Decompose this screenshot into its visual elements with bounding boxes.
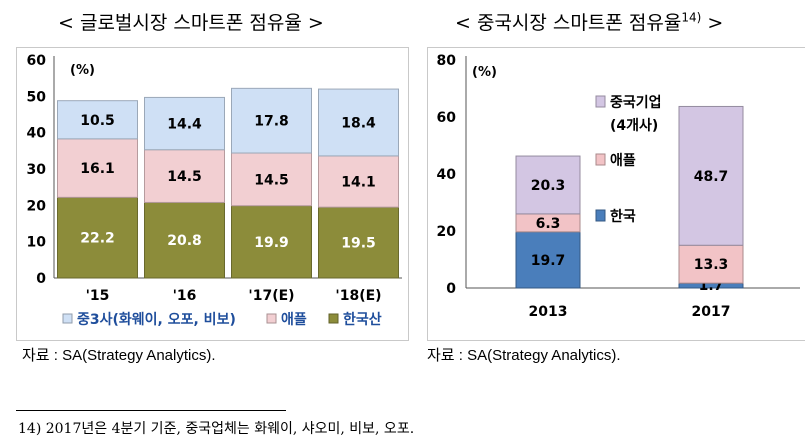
- legend-swatch: [595, 153, 606, 166]
- legend-swatch: [595, 209, 606, 222]
- y-tick-label: 40: [27, 126, 47, 142]
- bar-segment: [231, 87, 312, 154]
- bar-segment: [57, 100, 138, 140]
- x-tick-label: '16: [173, 288, 197, 304]
- legend-swatch: [62, 313, 73, 324]
- data-label: 13.3: [694, 257, 729, 273]
- data-label: 19.7: [531, 253, 566, 269]
- unit-label: (%): [472, 65, 497, 80]
- bar-segment: [231, 205, 312, 279]
- footnote-divider: [16, 410, 286, 411]
- legend-swatch: [328, 313, 339, 324]
- x-tick-label: '17(E): [248, 288, 294, 304]
- y-tick-label: 50: [27, 89, 47, 105]
- right-chart-title-text: < 중국시장 스마트폰 점유율: [455, 12, 682, 34]
- china-share-chart: 020406080(%)19.76.320.320131.713.348.720…: [437, 53, 800, 320]
- legend-label: 한국산: [343, 311, 382, 328]
- bar-segment: [515, 155, 581, 215]
- bar-segment: [318, 155, 399, 208]
- data-label: 10.5: [80, 113, 115, 129]
- data-label: 19.9: [254, 235, 289, 251]
- bar-segment: [144, 96, 225, 151]
- bar-segment: [144, 201, 225, 279]
- y-tick-label: 0: [36, 271, 46, 287]
- bar-segment: [231, 152, 312, 207]
- legend-label: 중국기업: [610, 95, 662, 111]
- data-label: 20.8: [167, 233, 202, 249]
- left-chart-title: < 글로벌시장 스마트폰 점유율 >: [58, 12, 324, 34]
- right-chart-title-end: >: [701, 12, 724, 34]
- bar-segment: [678, 244, 744, 284]
- data-label: 48.7: [694, 169, 729, 185]
- right-source: 자료 : SA(Strategy Analytics).: [427, 347, 621, 364]
- data-label: 14.5: [254, 172, 289, 188]
- y-tick-label: 60: [437, 110, 457, 126]
- data-label: 14.4: [167, 117, 202, 133]
- data-label: 18.4: [341, 115, 376, 131]
- global-share-chart: 0 10 20 30 40 50 60 (%) 22.2 16.1 10.5 '15 20.8 14.5 1…: [27, 53, 402, 328]
- legend-swatch: [595, 95, 606, 108]
- legend-label: 애플: [610, 153, 636, 169]
- data-label: 14.1: [341, 175, 376, 191]
- legend-label: 중3사(화웨이, 오포, 비보): [77, 311, 236, 328]
- x-tick-label: 2017: [692, 304, 731, 320]
- y-tick-label: 0: [446, 281, 456, 297]
- legend-label: 한국: [610, 209, 636, 225]
- right-chart-panel: 0 20 40 60 80 (%) 19.7 6.3 20.3 2013 1.7 13.3 48.7 20…: [427, 47, 805, 341]
- y-tick-label: 40: [437, 167, 457, 183]
- data-label: 17.8: [254, 114, 289, 130]
- bar-segment: [318, 88, 399, 157]
- x-tick-label: '15: [86, 288, 110, 304]
- legend-swatch: [266, 313, 277, 324]
- y-tick-label: 20: [437, 224, 457, 240]
- legend-label: 애플: [281, 312, 307, 328]
- left-chart-panel: 0 10 20 30 40 50 60 (%) 22.2 16.1 10.5 '15 20.8 14.5 1…: [16, 47, 409, 341]
- footnote: 14) 2017년은 4분기 기준, 중국업체는 화웨이, 샤오미, 비보, 오…: [18, 421, 415, 437]
- right-chart-title: < 중국시장 스마트폰 점유율14) >: [455, 8, 723, 35]
- x-tick-label: '18(E): [335, 288, 381, 304]
- data-label: 20.3: [531, 178, 566, 194]
- data-label: 6.3: [536, 216, 561, 232]
- y-tick-label: 20: [27, 198, 47, 214]
- data-label: 16.1: [80, 161, 115, 177]
- y-tick-label: 30: [27, 162, 47, 178]
- left-source: 자료 : SA(Strategy Analytics).: [22, 347, 216, 364]
- unit-label: (%): [70, 63, 95, 78]
- bar-segment: [515, 231, 581, 289]
- bar-segment: [57, 196, 138, 279]
- data-label: 19.5: [341, 236, 376, 252]
- data-label: 14.5: [167, 169, 202, 185]
- bar-segment: [678, 105, 744, 246]
- legend-sublabel: (4개사): [610, 118, 658, 134]
- data-label: 22.2: [80, 231, 115, 247]
- y-tick-label: 60: [27, 53, 47, 69]
- right-chart-title-footnote-ref: 14): [681, 10, 702, 25]
- y-tick-label: 10: [27, 235, 47, 251]
- x-tick-label: 2013: [529, 304, 568, 320]
- bar-segment: [144, 149, 225, 203]
- y-tick-label: 80: [437, 53, 457, 69]
